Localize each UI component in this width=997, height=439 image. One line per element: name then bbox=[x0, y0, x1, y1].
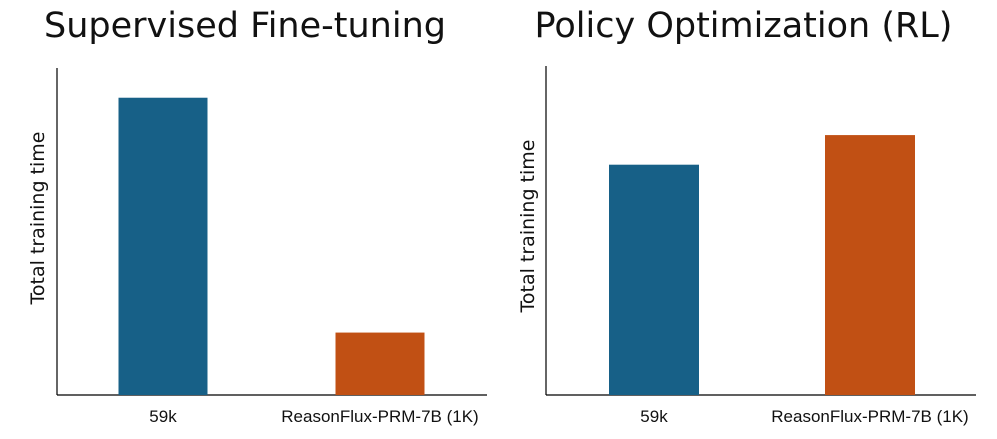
bar-reasonflux-prm-7b-1k bbox=[825, 135, 915, 395]
bar-chart-sft: Total training time 59k ReasonFlux-PRM-7B … bbox=[27, 68, 487, 426]
chart-panel-sft: Supervised Fine-tuning Total training ti… bbox=[0, 0, 490, 439]
chart-title: Supervised Fine-tuning bbox=[44, 6, 446, 46]
y-axis-label: Total training time bbox=[517, 140, 539, 314]
x-tick-label: 59k bbox=[149, 407, 177, 426]
chart-panel-rl: Policy Optimization (RL) Total training … bbox=[490, 0, 997, 439]
x-tick-label: 59k bbox=[640, 407, 668, 426]
bar-reasonflux-prm-7b-1k bbox=[335, 332, 425, 395]
x-tick-label: ReasonFlux-PRM-7B (1K) bbox=[281, 407, 478, 426]
bar-59k bbox=[609, 164, 699, 395]
chart-title: Policy Optimization (RL) bbox=[534, 6, 953, 46]
bar-chart-rl: Total training time 59k ReasonFlux-PRM-7B … bbox=[517, 66, 976, 426]
x-tick-label: ReasonFlux-PRM-7B (1K) bbox=[771, 407, 968, 426]
y-axis-label: Total training time bbox=[27, 132, 49, 306]
bar-59k bbox=[118, 97, 208, 396]
